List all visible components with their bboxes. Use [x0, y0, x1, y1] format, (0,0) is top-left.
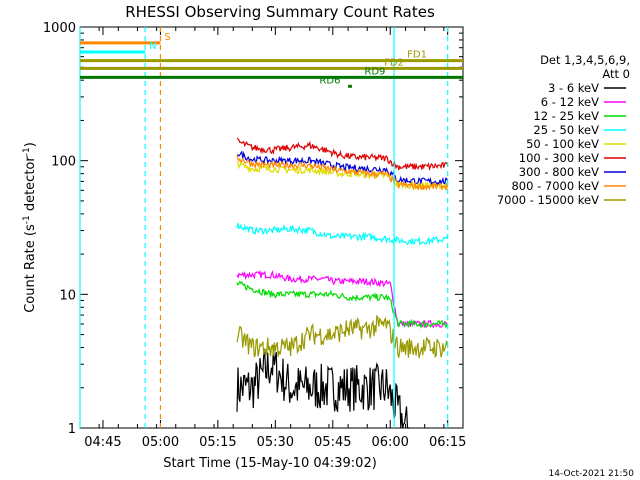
flag-label: FD1	[407, 50, 427, 61]
y-axis-title: Count Rate (s-1 detector-1)	[22, 142, 38, 313]
x-tick-label: 05:00	[142, 435, 179, 450]
legend-entry-label: 12 - 25 keV	[533, 109, 599, 123]
legend-entry-label: 25 - 50 keV	[533, 123, 599, 137]
series-line-8	[236, 314, 449, 359]
footer-timestamp: 14-Oct-2021 21:50	[549, 469, 635, 479]
series-line-5	[236, 137, 449, 172]
legend-entry-label: 100 - 300 keV	[519, 151, 599, 165]
y-tick-label: 10	[59, 288, 76, 303]
legend-header: Att 0	[602, 67, 630, 81]
x-tick-label: 05:45	[314, 435, 351, 450]
legend-entry-label: 800 - 7000 keV	[511, 179, 599, 193]
x-tick-label: 06:15	[429, 435, 466, 450]
y-axis-title-part: )	[23, 142, 38, 147]
y-tick-label: 100	[51, 155, 76, 170]
chart-title: RHESSI Observing Summary Count Rates	[125, 3, 435, 21]
y-tick-label: 1	[68, 422, 76, 437]
x-tick-label: 05:30	[257, 435, 294, 450]
x-tick-label: 05:15	[199, 435, 236, 450]
series-line-0	[236, 345, 410, 429]
series-line-4	[236, 159, 449, 192]
series-line-2	[236, 280, 449, 329]
x-tick-label: 04:45	[84, 435, 121, 450]
flag-label: N	[149, 41, 156, 52]
y-axis-title-superscript: -1	[22, 147, 32, 156]
y-tick-label: 1000	[43, 21, 76, 36]
flag-label: FD2	[384, 57, 404, 68]
legend-entry-label: 300 - 800 keV	[519, 165, 599, 179]
legend-entry-label: 50 - 100 keV	[526, 137, 599, 151]
legend-header: Det 1,3,4,5,6,9,	[540, 53, 630, 67]
series-line-1	[236, 269, 448, 329]
axes: 1 10 100 1000 04:45 05:00 05:15 05:30 05:45 06:00…	[22, 21, 466, 450]
legend-entry-label: 7000 - 15000 keV	[497, 193, 599, 207]
series-layer	[236, 137, 449, 429]
y-axis-title-part: detector	[23, 156, 38, 216]
series-line-3	[236, 222, 449, 246]
flag-label: S	[164, 32, 170, 43]
y-axis-title-superscript: -1	[22, 215, 32, 224]
x-tick-label: 06:00	[371, 435, 408, 450]
flag-label: RD6	[319, 75, 340, 86]
flag-label: RD9	[364, 66, 385, 77]
series-line-6	[236, 150, 449, 186]
y-axis-title-part: Count Rate (s	[23, 224, 38, 313]
x-axis-title: Start Time (15-May-10 04:39:02)	[163, 456, 377, 471]
series-line-7	[236, 154, 449, 192]
legend-entry-label: 3 - 6 keV	[548, 81, 599, 95]
legend-entry-label: 6 - 12 keV	[541, 95, 599, 109]
